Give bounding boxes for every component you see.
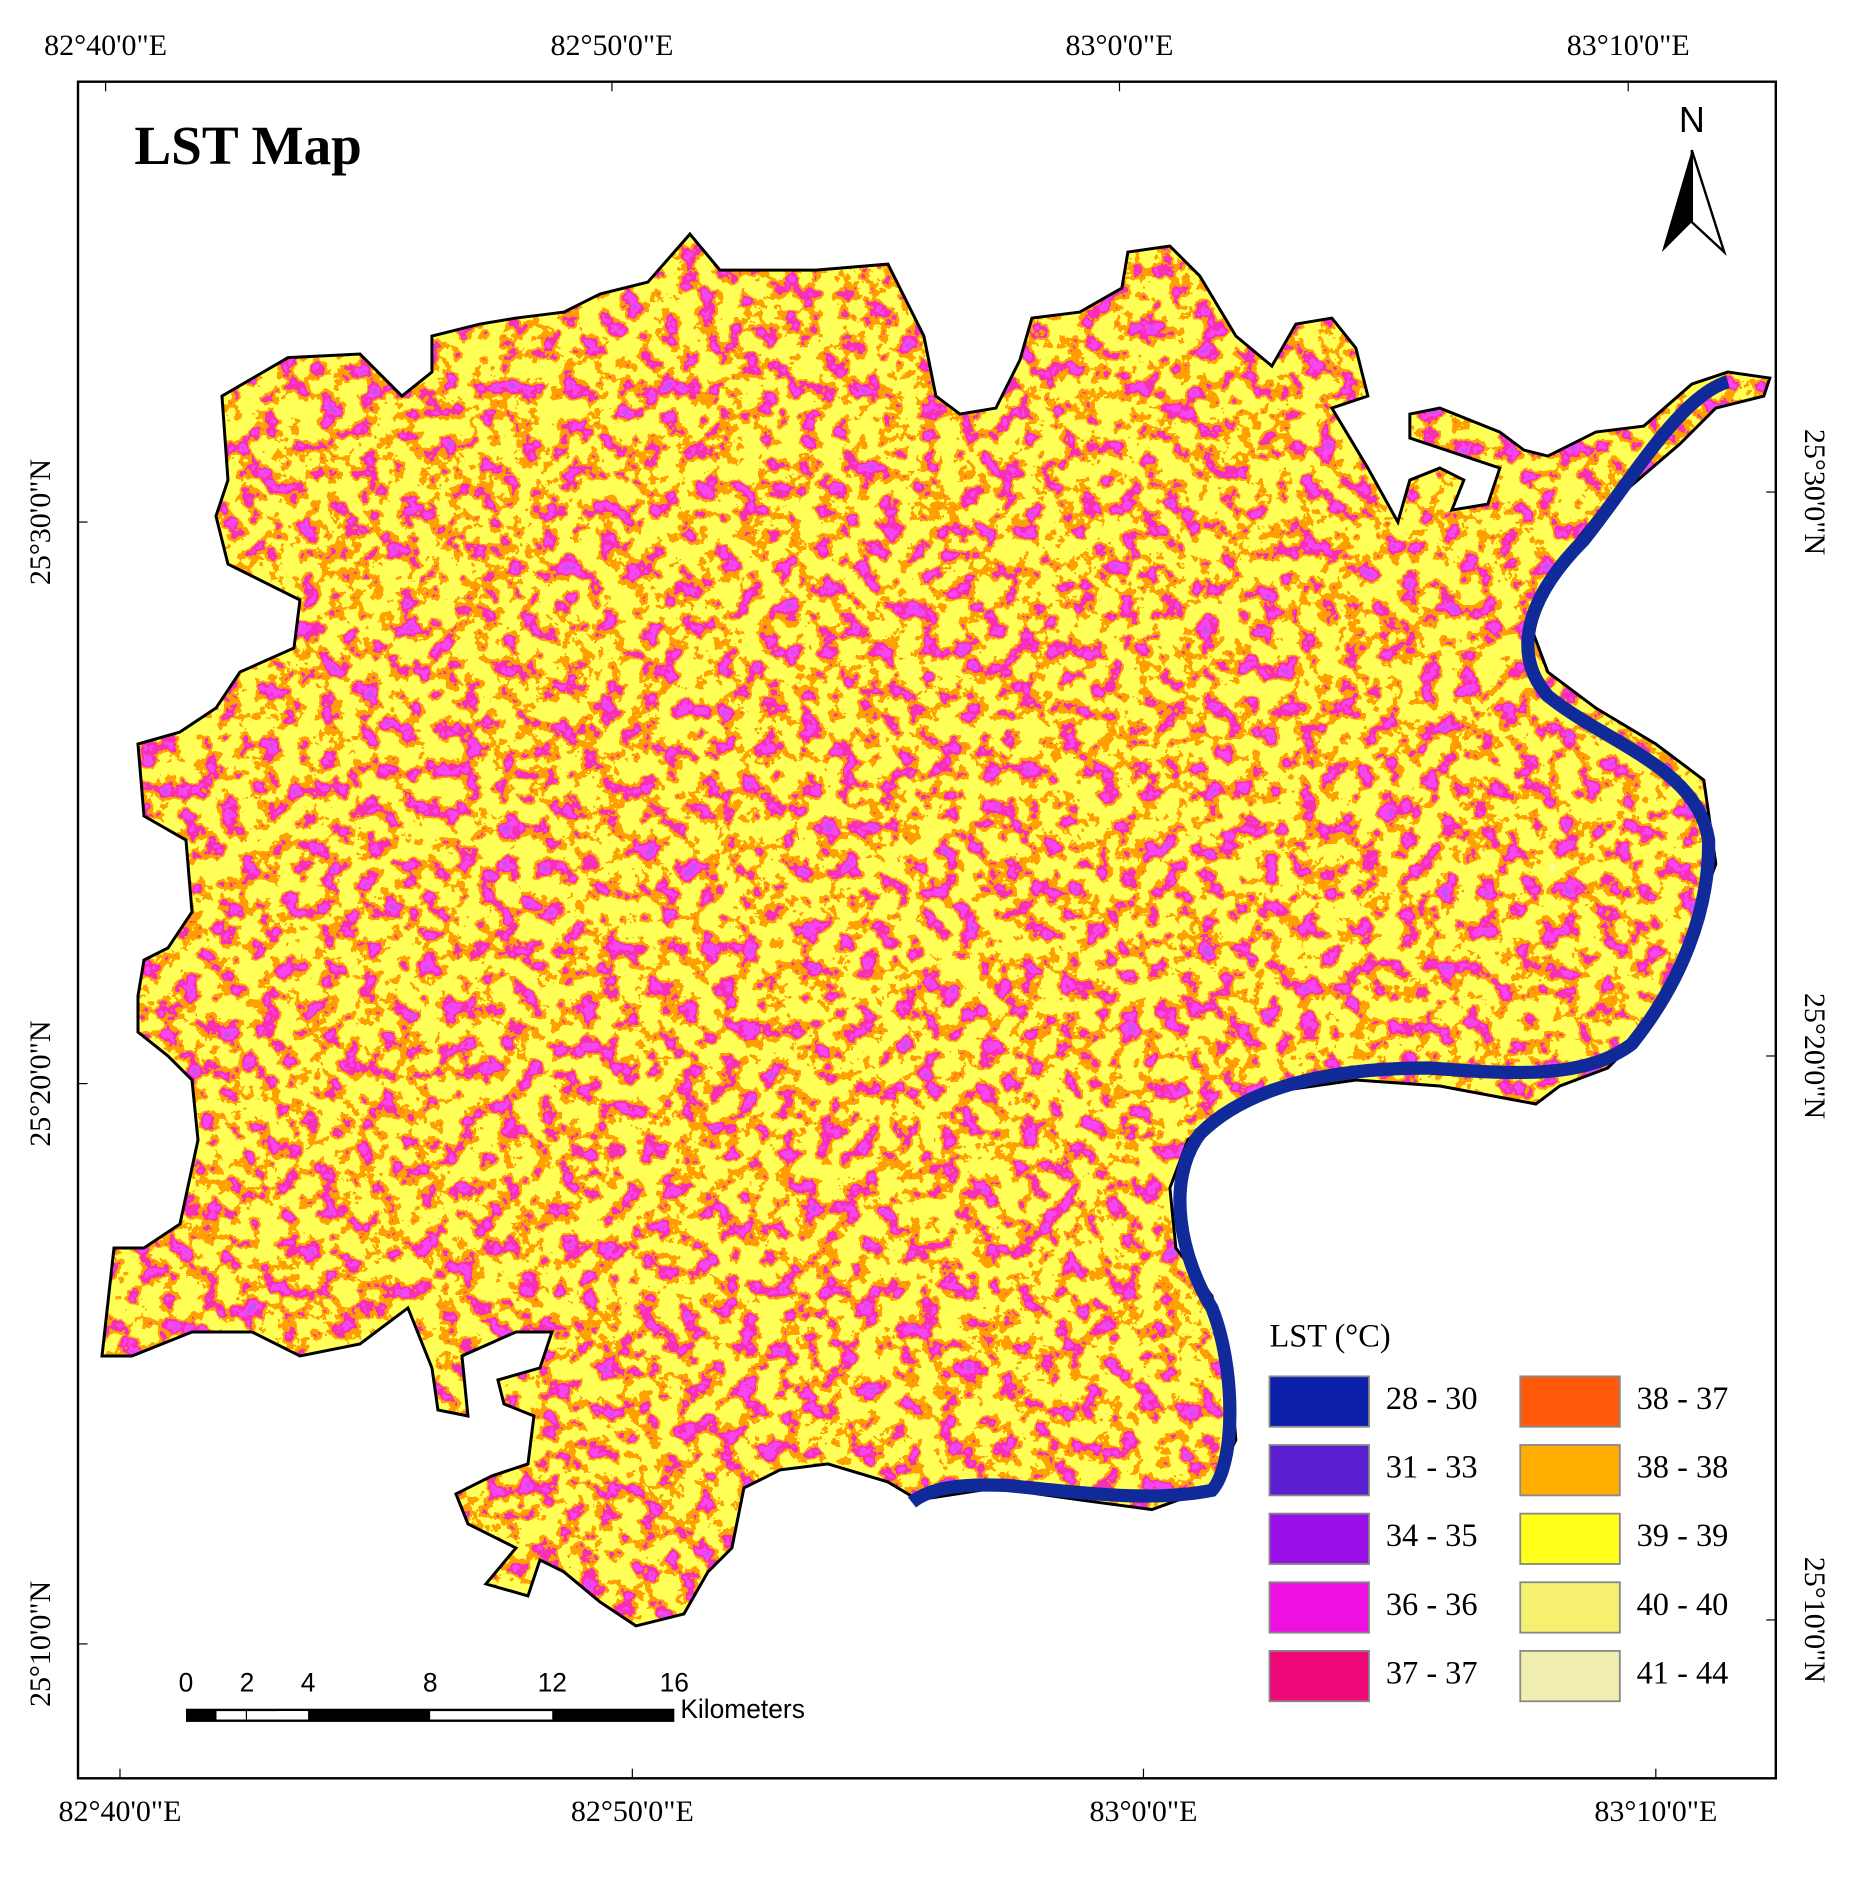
right-coord-label: 25°10'0"N (1798, 1557, 1831, 1683)
north-label: N (1679, 99, 1705, 140)
scale-label: 0 (179, 1668, 194, 1698)
map-title: LST Map (134, 115, 362, 176)
river (907, 375, 1731, 1508)
legend-label: 41 - 44 (1637, 1656, 1729, 1692)
legend-swatch (1268, 1581, 1370, 1634)
right-coord-label: 25°20'0"N (1798, 993, 1831, 1119)
scale-label: 4 (301, 1668, 316, 1698)
scale-segment (430, 1711, 553, 1720)
bottom-coord-label: 82°40'0"E (59, 1795, 182, 1828)
legend-swatch (1519, 1581, 1621, 1634)
right-coord-label: 25°30'0"N (1798, 429, 1831, 555)
left-coord-label: 25°30'0"N (24, 459, 57, 585)
scale-unit: Kilometers (680, 1694, 805, 1724)
legend-label: 38 - 37 (1637, 1381, 1729, 1417)
legend-title: LST (°C) (1269, 1319, 1390, 1355)
legend-swatch (1519, 1512, 1621, 1565)
legend-swatch (1519, 1375, 1621, 1428)
top-coord-label: 82°50'0"E (550, 29, 673, 62)
bottom-coord-label: 83°0'0"E (1090, 1795, 1198, 1828)
scale-segment (247, 1711, 309, 1720)
legend-swatch (1268, 1649, 1370, 1703)
scale-segment (216, 1711, 246, 1720)
legend-swatch (1519, 1649, 1621, 1703)
legend-label: 39 - 39 (1637, 1518, 1729, 1554)
north-arrow: N (1661, 99, 1727, 257)
legend-label: 36 - 36 (1386, 1587, 1478, 1623)
legend-swatch (1519, 1444, 1621, 1497)
left-coord-label: 25°10'0"N (24, 1581, 57, 1707)
legend-label: 28 - 30 (1386, 1381, 1478, 1417)
legend-swatch (1268, 1375, 1370, 1428)
legend-label: 34 - 35 (1386, 1518, 1478, 1554)
top-coord-label: 83°0'0"E (1066, 29, 1174, 62)
scale-label: 2 (240, 1668, 255, 1698)
legend-swatch (1268, 1512, 1370, 1565)
legend-label: 40 - 40 (1637, 1587, 1729, 1623)
bottom-coord-label: 82°50'0"E (571, 1795, 694, 1828)
scale-segment (277, 1711, 307, 1720)
left-coord-label: 25°20'0"N (24, 1020, 57, 1146)
legend-label: 31 - 33 (1386, 1450, 1478, 1486)
top-coord-label: 83°10'0"E (1567, 29, 1690, 62)
legend-label: 37 - 37 (1386, 1656, 1478, 1692)
legend: LST (°C) 28 - 30 31 - 33 34 - 35 36 - 36 37 … (1268, 1319, 1729, 1703)
scale-label: 8 (423, 1668, 438, 1698)
bottom-coord-label: 83°10'0"E (1594, 1795, 1717, 1828)
scale-label: 12 (538, 1668, 567, 1698)
graticule-labels: 82°40'0"E 82°50'0"E 83°0'0"E 83°10'0"E 82°40… (24, 29, 1831, 1828)
legend-label: 38 - 38 (1637, 1450, 1729, 1486)
top-coord-label: 82°40'0"E (44, 29, 167, 62)
scale-label: 16 (660, 1668, 689, 1698)
legend-swatch (1268, 1444, 1370, 1497)
district-boundary (100, 231, 1772, 1628)
